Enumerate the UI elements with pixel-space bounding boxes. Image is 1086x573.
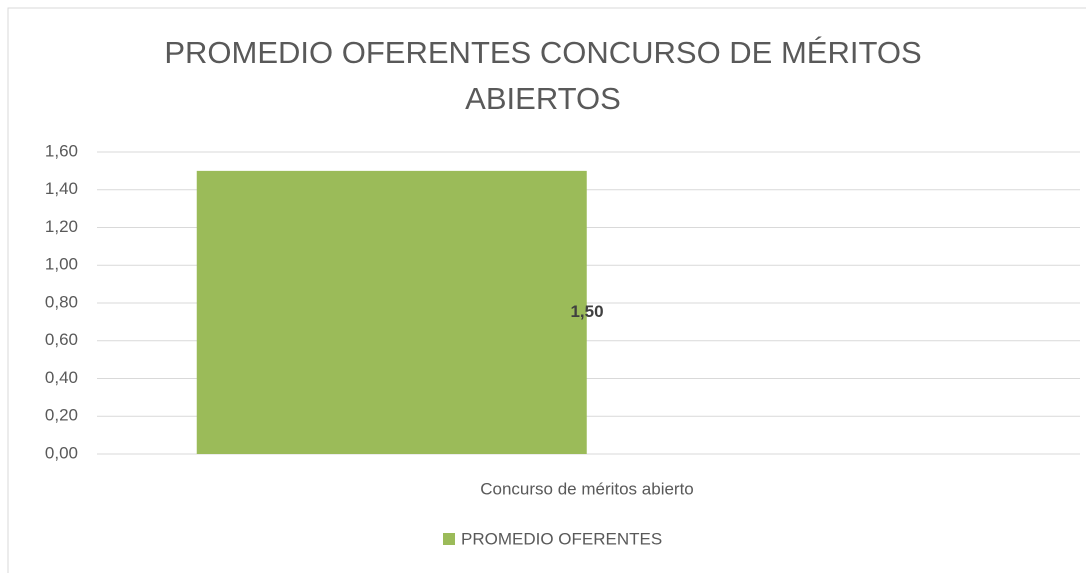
chart-title: PROMEDIO OFERENTES CONCURSO DE MÉRITOS A… — [164, 35, 922, 116]
data-label: 1,50 — [570, 302, 603, 321]
legend-label: PROMEDIO OFERENTES — [461, 529, 662, 548]
y-tick-label: 0,60 — [45, 330, 78, 349]
y-tick-label: 1,60 — [45, 141, 78, 160]
y-tick-label: 1,00 — [45, 255, 78, 274]
y-tick-label: 0,00 — [45, 443, 78, 462]
legend-swatch — [443, 533, 455, 545]
y-tick-label: 1,40 — [45, 179, 78, 198]
y-tick-label: 0,80 — [45, 292, 78, 311]
y-tick-label: 0,40 — [45, 368, 78, 387]
x-tick-label: Concurso de méritos abierto — [480, 479, 694, 498]
bar — [196, 170, 587, 454]
y-tick-label: 0,20 — [45, 406, 78, 425]
chart-border — [7, 7, 1086, 573]
y-tick-label: 1,20 — [45, 217, 78, 236]
